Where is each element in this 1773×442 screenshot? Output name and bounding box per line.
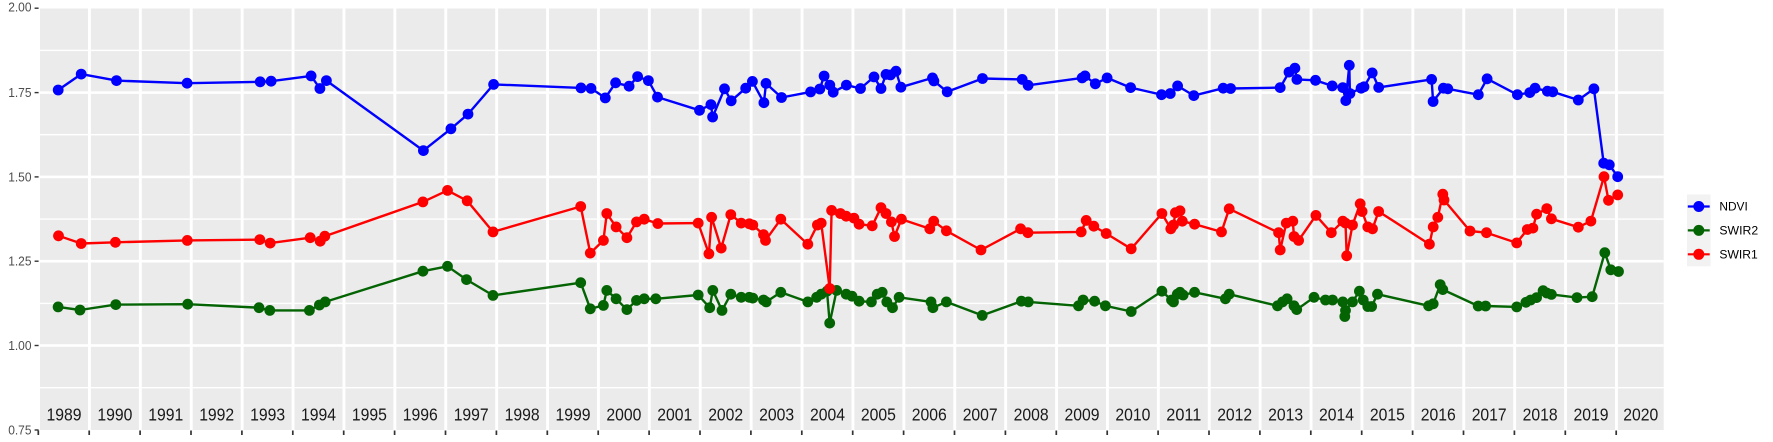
svg-text:2012: 2012: [1217, 405, 1252, 425]
svg-text:2010: 2010: [1115, 405, 1150, 425]
svg-text:1991: 1991: [148, 405, 183, 425]
svg-text:1.50: 1.50: [8, 169, 31, 184]
svg-text:2019: 2019: [1574, 405, 1609, 425]
svg-text:1994: 1994: [301, 405, 336, 425]
svg-text:1989: 1989: [47, 405, 82, 425]
svg-text:2018: 2018: [1523, 405, 1558, 425]
svg-text:1998: 1998: [505, 405, 540, 425]
svg-text:1.75: 1.75: [8, 85, 31, 100]
svg-text:1995: 1995: [352, 405, 387, 425]
svg-text:2.00: 2.00: [8, 0, 31, 14]
svg-text:2002: 2002: [708, 405, 743, 425]
svg-text:2004: 2004: [810, 405, 845, 425]
svg-text:2009: 2009: [1065, 405, 1100, 425]
svg-text:2016: 2016: [1421, 405, 1456, 425]
svg-text:2013: 2013: [1268, 405, 1303, 425]
svg-text:1997: 1997: [454, 405, 489, 425]
svg-text:2007: 2007: [963, 405, 998, 425]
svg-text:2015: 2015: [1370, 405, 1405, 425]
svg-text:1990: 1990: [97, 405, 132, 425]
svg-text:1999: 1999: [556, 405, 591, 425]
svg-text:SWIR2: SWIR2: [1719, 223, 1758, 237]
svg-text:2005: 2005: [861, 405, 896, 425]
svg-text:1996: 1996: [403, 405, 438, 425]
svg-text:2006: 2006: [912, 405, 947, 425]
svg-text:2008: 2008: [1014, 405, 1049, 425]
svg-text:2011: 2011: [1166, 405, 1201, 425]
svg-text:2014: 2014: [1319, 405, 1354, 425]
svg-text:1992: 1992: [199, 405, 234, 425]
svg-text:2000: 2000: [606, 405, 641, 425]
svg-text:SWIR1: SWIR1: [1719, 247, 1758, 261]
svg-text:2020: 2020: [1623, 405, 1658, 425]
svg-text:1.25: 1.25: [8, 254, 31, 269]
svg-text:2001: 2001: [657, 405, 692, 425]
svg-text:0.75: 0.75: [8, 423, 31, 438]
svg-text:1.00: 1.00: [8, 338, 31, 353]
svg-text:1993: 1993: [250, 405, 285, 425]
svg-text:2017: 2017: [1472, 405, 1507, 425]
svg-text:2003: 2003: [759, 405, 794, 425]
svg-text:NDVI: NDVI: [1719, 200, 1747, 214]
